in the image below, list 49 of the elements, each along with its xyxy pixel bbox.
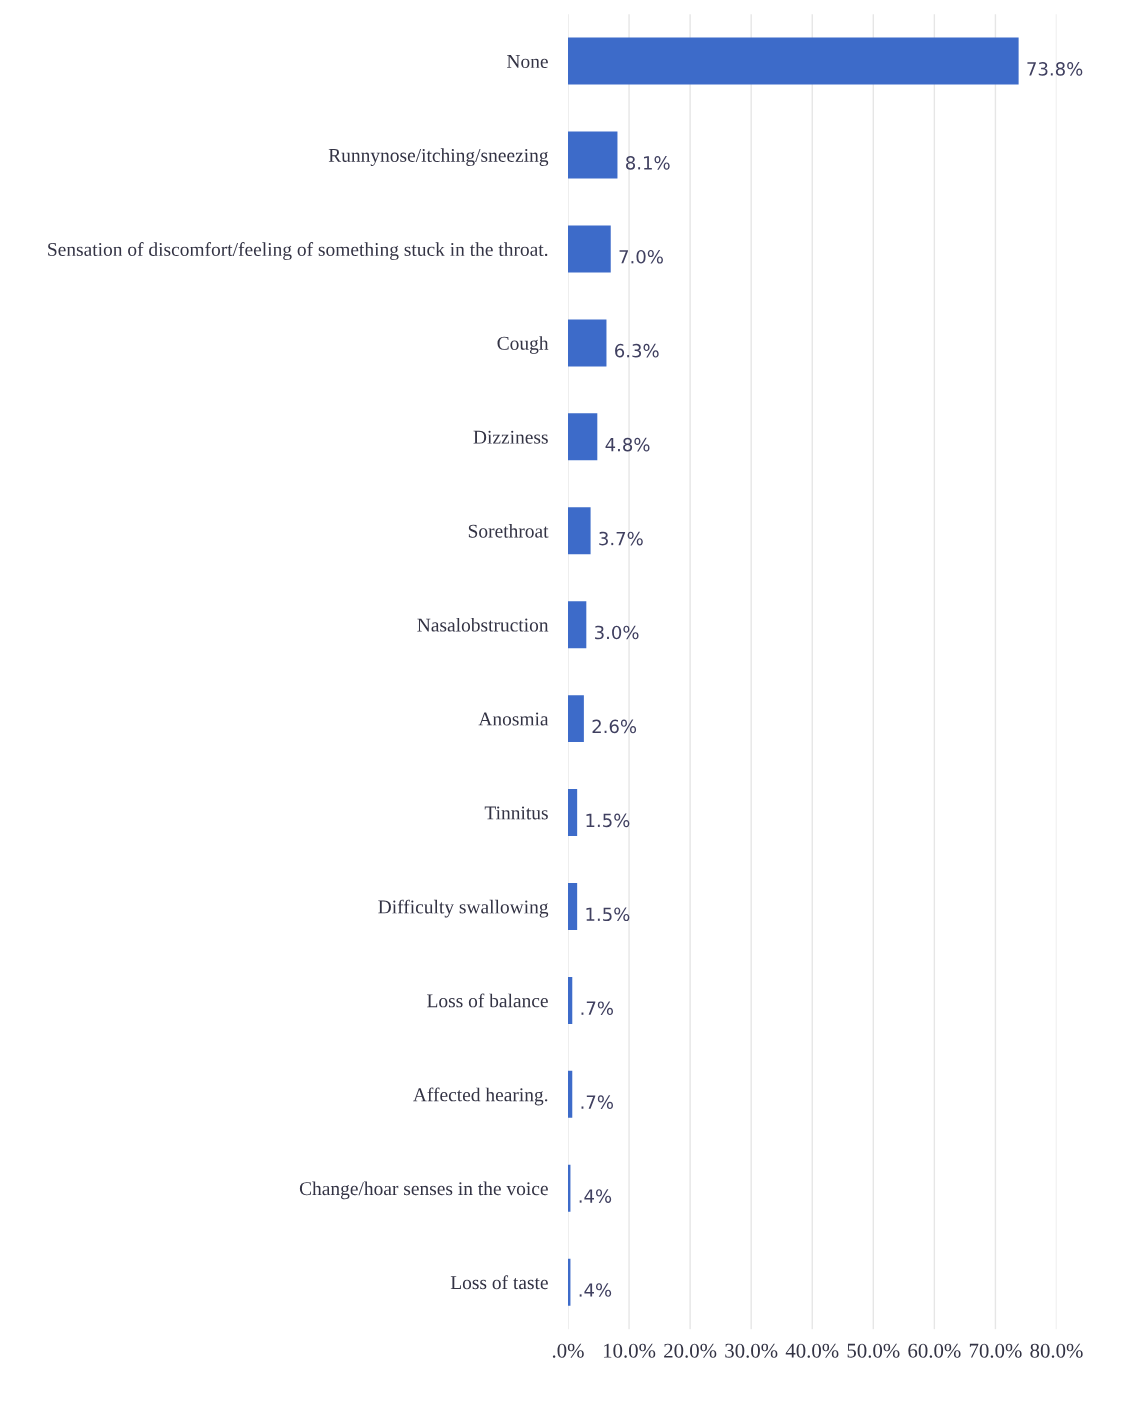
x-tick-label: 20.0%	[664, 1343, 717, 1358]
x-tick-label: 80.0%	[1030, 1343, 1083, 1358]
y-tick-label: None	[507, 55, 548, 69]
y-tick-label: Cough	[497, 336, 549, 354]
y-tick-label: Affected hearing.	[413, 1087, 548, 1106]
x-tick-label: 70.0%	[969, 1343, 1022, 1358]
bar	[568, 789, 578, 837]
data-label: 73.8%	[1027, 62, 1083, 76]
data-label: 2.6%	[592, 719, 637, 734]
x-tick-label: 50.0%	[847, 1343, 900, 1358]
bar	[568, 1070, 573, 1118]
y-tick-label: Sensation of discomfort/feeling of something stuck in the throat.	[48, 242, 548, 261]
bar	[568, 507, 591, 555]
bar	[568, 695, 584, 743]
bar	[568, 319, 607, 367]
data-label: .7%	[581, 1095, 613, 1109]
x-tick-label: 60.0%	[908, 1343, 961, 1358]
y-tick-label: Change/hoar senses in the voice	[299, 1181, 548, 1200]
data-label: 6.3%	[615, 343, 659, 358]
x-tick-label: .0%	[552, 1343, 584, 1358]
data-label: .4%	[579, 1283, 612, 1297]
data-label: 1.5%	[586, 813, 630, 828]
x-tick-label: 30.0%	[725, 1343, 778, 1358]
y-tick-label: Dizziness	[473, 430, 548, 444]
bar	[568, 882, 578, 930]
bar	[568, 601, 587, 649]
bar	[568, 37, 1019, 85]
bar	[568, 225, 611, 273]
y-tick-label: Anosmia	[478, 712, 549, 726]
data-label: .4%	[579, 1189, 612, 1203]
x-tick-label: 10.0%	[603, 1343, 656, 1358]
data-label: 3.7%	[599, 531, 643, 546]
x-tick-label: 40.0%	[785, 1343, 839, 1358]
y-tick-label: Sorethroat	[468, 524, 549, 538]
y-tick-label: Tinnitus	[484, 806, 548, 820]
y-tick-label: Runnynose/itching/sneezing	[328, 148, 549, 166]
bar	[568, 131, 618, 179]
bar	[568, 413, 598, 461]
data-label: 3.0%	[595, 625, 639, 640]
data-label: 7.0%	[619, 249, 663, 264]
data-label: 8.1%	[626, 156, 670, 170]
y-tick-label: Loss of balance	[427, 993, 548, 1008]
y-tick-label: Loss of taste	[450, 1275, 548, 1290]
y-tick-label: Nasalobstruction	[417, 617, 549, 632]
data-label: .7%	[581, 1001, 613, 1016]
data-label: 4.8%	[605, 437, 650, 452]
data-label: 1.5%	[586, 907, 630, 922]
bar	[568, 976, 573, 1024]
y-tick-label: Difficulty swallowing	[378, 899, 549, 918]
